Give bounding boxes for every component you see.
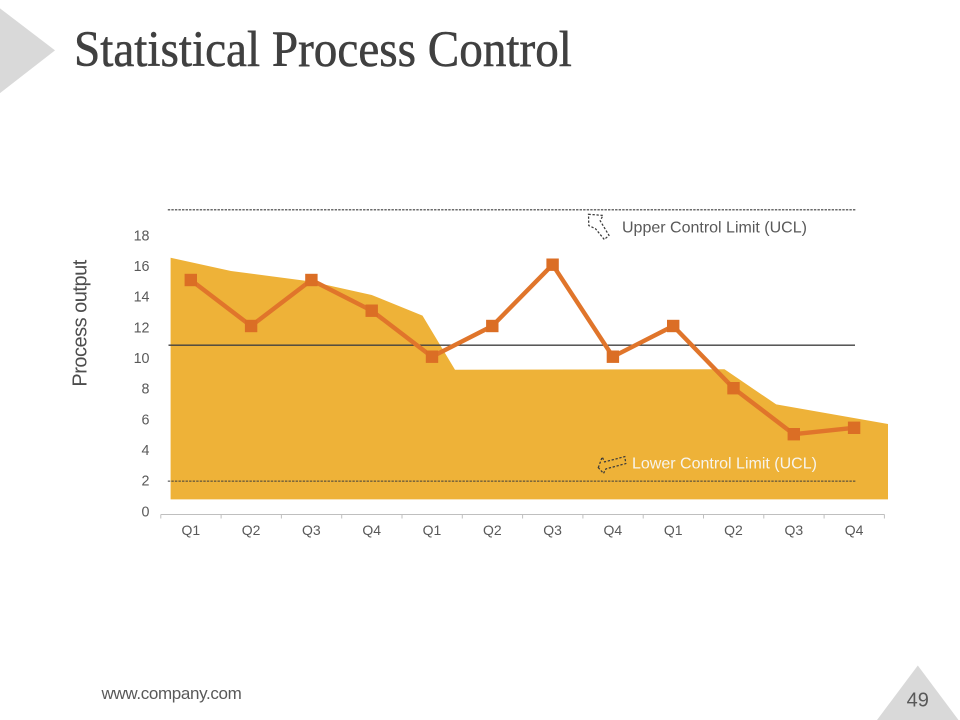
svg-text:Q3: Q3 — [543, 522, 562, 538]
svg-text:49: 49 — [907, 690, 929, 712]
svg-text:Q3: Q3 — [302, 522, 321, 538]
svg-text:Q1: Q1 — [181, 522, 200, 538]
svg-text:14: 14 — [134, 290, 150, 306]
svg-text:4: 4 — [142, 443, 150, 459]
svg-text:Q1: Q1 — [664, 522, 683, 538]
svg-text:12: 12 — [134, 320, 150, 336]
svg-text:10: 10 — [134, 351, 150, 367]
svg-text:2: 2 — [142, 474, 150, 490]
svg-text:Process output: Process output — [70, 259, 92, 386]
svg-text:Lower Control Limit (UCL): Lower Control Limit (UCL) — [632, 456, 817, 473]
svg-text:www.company.com: www.company.com — [101, 684, 242, 703]
svg-text:Q2: Q2 — [483, 522, 502, 538]
svg-text:0: 0 — [142, 504, 150, 520]
svg-text:6: 6 — [142, 412, 150, 428]
svg-text:Q2: Q2 — [242, 522, 261, 538]
svg-text:18: 18 — [134, 228, 150, 244]
svg-text:Upper Control Limit (UCL): Upper Control Limit (UCL) — [622, 220, 807, 237]
svg-text:Q2: Q2 — [724, 522, 743, 538]
svg-text:Q1: Q1 — [423, 522, 442, 538]
svg-text:Q3: Q3 — [784, 522, 803, 538]
svg-text:8: 8 — [142, 382, 150, 398]
svg-text:Q4: Q4 — [604, 522, 623, 538]
svg-text:Q4: Q4 — [362, 522, 381, 538]
svg-text:Q4: Q4 — [845, 522, 864, 538]
svg-text:16: 16 — [134, 259, 150, 275]
